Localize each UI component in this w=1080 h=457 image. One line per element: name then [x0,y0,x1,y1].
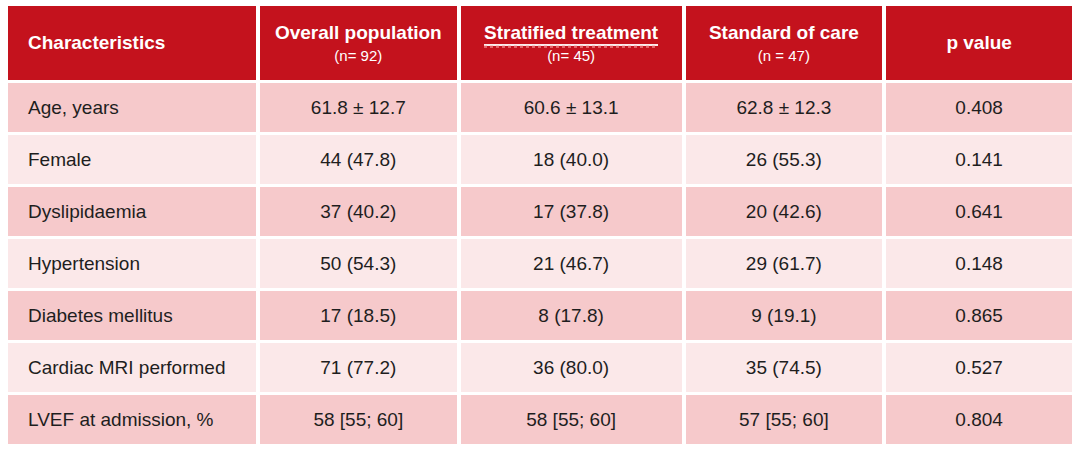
value-cell-stratified: 18 (40.0) [461,135,682,184]
p-value-cell: 0.141 [886,135,1072,184]
table-row-cardiac-mri: Cardiac MRI performed 71 (77.2) 36 (80.0… [8,343,1072,392]
column-header-label: Stratified treatment [484,22,658,46]
table-row-lvef: LVEF at admission, % 58 [55; 60] 58 [55;… [8,395,1072,444]
p-value-cell: 0.804 [886,395,1072,444]
value-cell-stratified: 17 (37.8) [461,187,682,236]
p-value-cell: 0.865 [886,291,1072,340]
table-row-age: Age, years 61.8 ± 12.7 60.6 ± 13.1 62.8 … [8,83,1072,132]
p-value-cell: 0.148 [886,239,1072,288]
row-label: Dyslipidaemia [8,187,256,236]
value-cell-stratified: 36 (80.0) [461,343,682,392]
value-cell-standard: 57 [55; 60] [686,395,883,444]
value-cell-overall: 17 (18.5) [260,291,457,340]
table-row-female: Female 44 (47.8) 18 (40.0) 26 (55.3) 0.1… [8,135,1072,184]
value-cell-overall: 61.8 ± 12.7 [260,83,457,132]
value-cell-standard: 35 (74.5) [686,343,883,392]
column-header-label: Overall population [260,21,457,45]
value-cell-standard: 29 (61.7) [686,239,883,288]
value-cell-overall: 44 (47.8) [260,135,457,184]
value-cell-standard: 9 (19.1) [686,291,883,340]
value-cell-stratified: 8 (17.8) [461,291,682,340]
value-cell-overall: 37 (40.2) [260,187,457,236]
row-label: LVEF at admission, % [8,395,256,444]
value-cell-standard: 26 (55.3) [686,135,883,184]
row-label: Hypertension [8,239,256,288]
row-label: Female [8,135,256,184]
baseline-characteristics-table-page: Characteristics Overall population (n= 9… [0,0,1080,457]
column-header-label: Characteristics [28,31,256,55]
row-label: Diabetes mellitus [8,291,256,340]
column-header-n-count: (n= 45) [461,47,682,66]
row-label: Cardiac MRI performed [8,343,256,392]
column-header-n-count: (n= 92) [260,47,457,66]
column-header-standard-of-care: Standard of care (n = 47) [686,6,883,80]
table-row-diabetes: Diabetes mellitus 17 (18.5) 8 (17.8) 9 (… [8,291,1072,340]
baseline-characteristics-table: Characteristics Overall population (n= 9… [4,3,1076,447]
column-header-characteristics: Characteristics [8,6,256,80]
value-cell-standard: 62.8 ± 12.3 [686,83,883,132]
value-cell-overall: 50 (54.3) [260,239,457,288]
column-header-label: Standard of care [686,21,883,45]
value-cell-stratified: 58 [55; 60] [461,395,682,444]
value-cell-stratified: 21 (46.7) [461,239,682,288]
column-header-n-count: (n = 47) [686,47,883,66]
table-row-dyslipidaemia: Dyslipidaemia 37 (40.2) 17 (37.8) 20 (42… [8,187,1072,236]
table-header-row: Characteristics Overall population (n= 9… [8,6,1072,80]
p-value-cell: 0.408 [886,83,1072,132]
p-value-cell: 0.527 [886,343,1072,392]
column-header-overall-population: Overall population (n= 92) [260,6,457,80]
table-row-hypertension: Hypertension 50 (54.3) 21 (46.7) 29 (61.… [8,239,1072,288]
value-cell-overall: 58 [55; 60] [260,395,457,444]
p-value-cell: 0.641 [886,187,1072,236]
column-header-stratified-treatment: Stratified treatment (n= 45) [461,6,682,80]
value-cell-stratified: 60.6 ± 13.1 [461,83,682,132]
column-header-label: p value [886,31,1072,55]
row-label: Age, years [8,83,256,132]
column-header-p-value: p value [886,6,1072,80]
value-cell-overall: 71 (77.2) [260,343,457,392]
value-cell-standard: 20 (42.6) [686,187,883,236]
